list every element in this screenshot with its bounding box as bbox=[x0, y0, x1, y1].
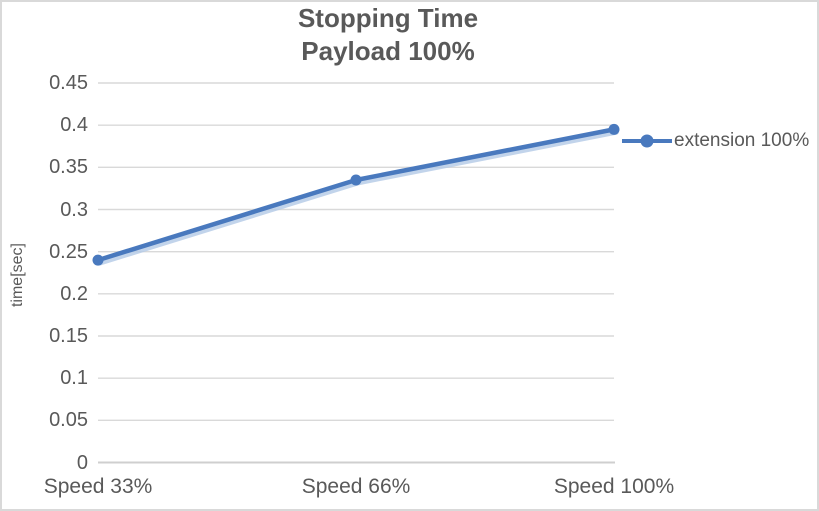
y-tick-label: 0.3 bbox=[60, 198, 88, 221]
y-tick-label: 0.2 bbox=[60, 282, 88, 305]
y-tick-label: 0.25 bbox=[49, 240, 88, 263]
legend-label: extension 100% bbox=[674, 130, 810, 151]
y-tick-label: 0.15 bbox=[49, 325, 88, 347]
chart-subtitle: Payload 100% bbox=[301, 36, 475, 66]
y-tick-label: 0 bbox=[76, 451, 88, 474]
y-tick-label: 0.4 bbox=[60, 114, 88, 137]
x-tick-label: Speed 66% bbox=[301, 475, 411, 498]
y-tick-label: 0.45 bbox=[49, 72, 88, 94]
legend-line-marker-icon bbox=[622, 134, 672, 148]
data-point-marker bbox=[608, 123, 620, 135]
series-line-shadow bbox=[98, 130, 619, 266]
data-point-marker bbox=[92, 254, 104, 266]
data-point-marker bbox=[350, 174, 362, 186]
y-tick-label: 0.05 bbox=[49, 409, 88, 432]
x-tick-label: Speed 100% bbox=[553, 475, 675, 498]
y-tick-label: 0.35 bbox=[49, 156, 88, 179]
y-axis-title: time[sec] bbox=[9, 243, 26, 308]
chart-title: Stopping Time bbox=[297, 3, 479, 33]
legend: extension 100% bbox=[622, 129, 809, 153]
chart-title-block: Stopping Time Payload 100% bbox=[2, 2, 774, 68]
x-tick-label: Speed 33% bbox=[43, 475, 153, 498]
y-tick-label: 0.1 bbox=[60, 367, 88, 390]
